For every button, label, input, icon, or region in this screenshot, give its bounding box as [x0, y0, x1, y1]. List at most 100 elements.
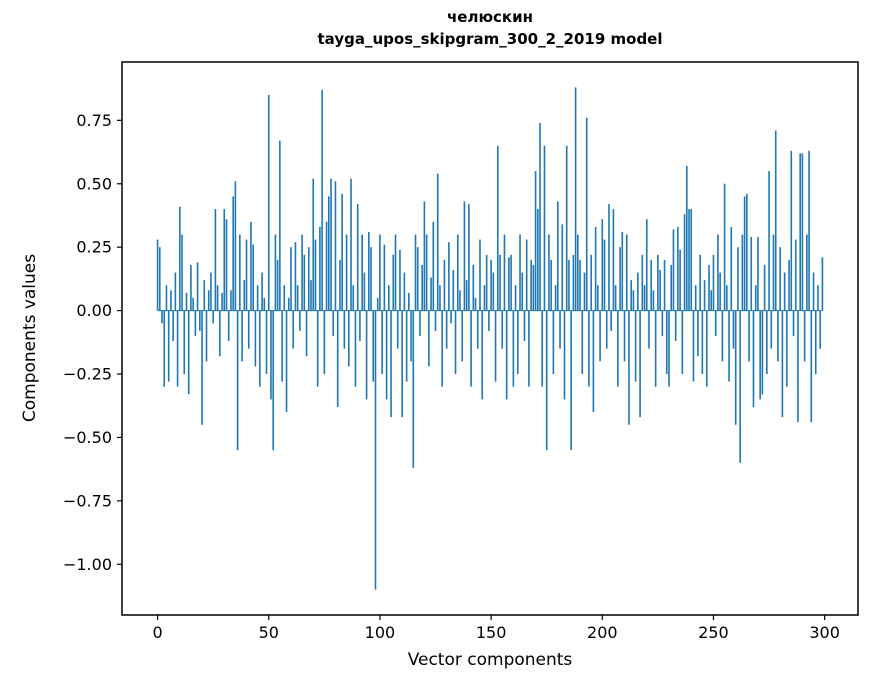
bar: [608, 204, 610, 311]
bar: [348, 310, 350, 367]
bar: [265, 310, 268, 375]
bar: [528, 310, 530, 387]
bar: [483, 285, 486, 311]
bar: [370, 247, 372, 311]
bar: [463, 201, 466, 311]
bar: [525, 239, 528, 311]
bar: [726, 285, 728, 311]
y-tick-label: −1.00: [63, 555, 112, 574]
bar: [227, 310, 230, 342]
x-tick-label: 150: [476, 623, 507, 642]
bar: [812, 272, 815, 311]
bar: [341, 193, 343, 311]
bar: [259, 310, 261, 387]
bar: [399, 249, 401, 311]
bar: [252, 244, 254, 311]
bar: [588, 310, 590, 387]
bar: [339, 259, 341, 311]
bar: [717, 234, 719, 311]
bar: [472, 264, 475, 311]
bar: [670, 264, 673, 311]
bar: [585, 117, 588, 311]
bar: [814, 310, 817, 375]
bar: [474, 297, 477, 311]
bar: [372, 310, 375, 382]
bar: [250, 221, 252, 311]
bar: [445, 310, 448, 349]
bar: [601, 219, 604, 311]
bar: [694, 285, 697, 311]
bar: [381, 310, 383, 375]
bar: [394, 234, 397, 311]
bar: [808, 150, 810, 311]
bar: [632, 290, 635, 311]
bar: [752, 310, 755, 407]
bar: [179, 206, 181, 311]
bar: [617, 310, 619, 387]
bar: [452, 270, 455, 311]
bar: [774, 130, 777, 311]
bar: [757, 237, 759, 311]
axes-spines: [121, 61, 859, 616]
bar: [521, 272, 524, 311]
bar: [810, 310, 813, 423]
bar: [817, 285, 819, 311]
bar: [234, 181, 237, 311]
bar: [581, 310, 584, 375]
bar: [766, 310, 768, 375]
bar: [439, 285, 441, 311]
bar: [699, 254, 701, 311]
bar: [172, 310, 174, 342]
bar: [181, 234, 183, 311]
bar: [388, 285, 390, 311]
bar: [443, 259, 446, 311]
bar: [490, 259, 492, 311]
bar: [352, 285, 355, 311]
bar: [559, 310, 561, 349]
bar: [267, 94, 270, 311]
bar: [523, 310, 526, 342]
bar: [279, 140, 281, 311]
bar: [476, 310, 479, 349]
bar: [652, 290, 655, 311]
bar: [368, 231, 370, 311]
bar: [247, 310, 250, 349]
bar: [741, 234, 744, 311]
bar: [343, 310, 346, 349]
bar: [327, 196, 330, 311]
y-tick-label: 0.50: [76, 174, 112, 193]
bar: [479, 239, 481, 311]
x-tick-label: 50: [259, 623, 279, 642]
bar: [548, 234, 550, 311]
bar: [723, 183, 726, 311]
x-tick-label: 200: [587, 623, 618, 642]
bar: [303, 254, 306, 311]
bar: [214, 209, 217, 311]
x-tick-label: 300: [809, 623, 840, 642]
bar: [323, 310, 326, 375]
bar: [514, 285, 517, 311]
bar: [788, 259, 790, 311]
bar: [568, 259, 570, 311]
bar: [786, 310, 788, 387]
bar: [423, 201, 426, 311]
bar: [750, 237, 753, 311]
bar: [201, 310, 203, 425]
bar: [508, 257, 510, 311]
bar: [534, 171, 537, 311]
bar: [412, 310, 415, 468]
bar: [203, 280, 206, 311]
bar: [728, 310, 730, 382]
bar: [657, 254, 659, 311]
bar: [703, 280, 706, 311]
bar: [425, 234, 428, 311]
bar: [730, 226, 733, 311]
bar: [806, 234, 808, 311]
bar: [481, 310, 484, 400]
bar: [485, 254, 488, 311]
bar: [674, 310, 677, 342]
bar: [299, 310, 301, 331]
bar: [614, 285, 617, 311]
bar: [557, 201, 559, 311]
bar: [361, 234, 363, 311]
